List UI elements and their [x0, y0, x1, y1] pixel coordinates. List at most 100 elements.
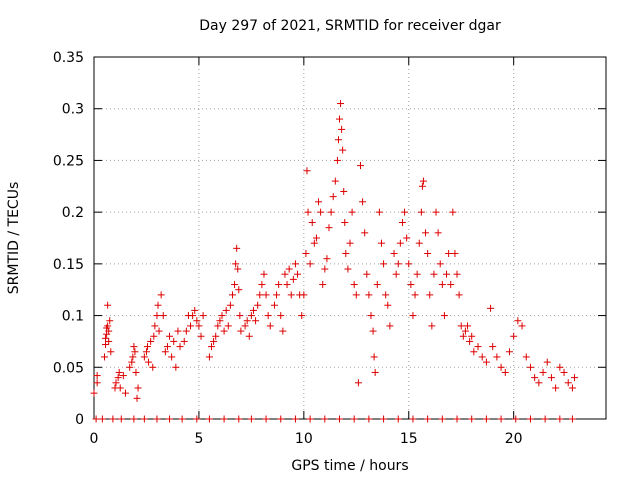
data-point — [568, 384, 576, 392]
x-tick-label: 5 — [194, 431, 203, 447]
data-point — [470, 348, 478, 356]
data-point — [107, 348, 115, 356]
data-point — [129, 353, 137, 361]
data-point — [154, 301, 162, 309]
data-point — [106, 317, 114, 325]
data-point — [140, 353, 148, 361]
data-point — [222, 306, 230, 314]
data-point — [144, 343, 152, 351]
data-point — [510, 332, 518, 340]
data-point — [155, 327, 163, 335]
data-point — [394, 415, 402, 423]
data-point — [134, 384, 142, 392]
data-point — [172, 363, 180, 371]
data-point — [212, 332, 220, 340]
data-point — [552, 384, 560, 392]
data-point — [464, 322, 472, 330]
data-point — [168, 353, 176, 361]
data-point — [216, 317, 224, 325]
data-point — [370, 353, 378, 361]
y-tick-label: 0.05 — [53, 360, 84, 376]
data-point — [445, 250, 453, 258]
data-point — [478, 353, 486, 361]
data-point — [237, 327, 245, 335]
data-point — [232, 260, 240, 268]
data-point — [359, 198, 367, 206]
data-point — [130, 343, 138, 351]
data-point — [363, 270, 371, 278]
data-point — [380, 415, 388, 423]
data-point — [367, 312, 375, 320]
data-point — [283, 281, 291, 289]
data-point — [303, 167, 311, 175]
data-point — [236, 312, 244, 320]
data-point — [459, 332, 467, 340]
data-point — [178, 415, 186, 423]
data-point — [247, 415, 255, 423]
data-point — [392, 270, 400, 278]
data-point — [234, 265, 242, 273]
data-point — [197, 332, 205, 340]
data-point — [522, 353, 530, 361]
data-point — [306, 260, 314, 268]
data-point — [327, 208, 335, 216]
data-point — [112, 379, 120, 387]
data-point — [556, 363, 564, 371]
y-axis-title: SRMTID / TECUs — [6, 182, 22, 295]
data-point — [214, 322, 222, 330]
data-point — [336, 415, 344, 423]
data-point — [289, 275, 297, 283]
y-tick-label: 0 — [75, 412, 84, 428]
data-point — [369, 327, 377, 335]
y-tick-label: 0.25 — [53, 153, 84, 169]
data-point — [432, 208, 440, 216]
chart-title: Day 297 of 2021, SRMTID for receiver dga… — [199, 18, 501, 34]
data-point — [256, 291, 264, 299]
data-point — [489, 343, 497, 351]
data-point — [394, 260, 402, 268]
data-point — [241, 322, 249, 330]
data-point — [386, 322, 394, 330]
data-point — [323, 255, 331, 263]
data-point — [447, 281, 455, 289]
data-point — [535, 379, 543, 387]
data-point — [100, 353, 108, 361]
data-point — [281, 270, 289, 278]
data-point — [193, 317, 201, 325]
data-point — [331, 177, 339, 185]
data-point — [438, 415, 446, 423]
data-point — [356, 162, 364, 170]
data-point — [341, 218, 349, 226]
x-tick-label: 10 — [295, 431, 313, 447]
data-point — [247, 312, 255, 320]
data-point — [249, 306, 257, 314]
data-point — [142, 348, 150, 356]
y-tick-label: 0.3 — [62, 102, 84, 118]
data-point — [90, 389, 98, 397]
data-point — [512, 415, 520, 423]
data-point — [401, 208, 409, 216]
data-point — [159, 312, 167, 320]
data-point — [226, 301, 234, 309]
data-point — [264, 312, 272, 320]
data-point — [413, 270, 421, 278]
data-point — [291, 415, 299, 423]
data-point — [163, 343, 171, 351]
data-point — [119, 372, 127, 380]
data-point — [505, 348, 513, 356]
data-point — [245, 332, 253, 340]
data-point — [195, 322, 203, 330]
y-tick-label: 0.2 — [62, 205, 84, 221]
data-point — [348, 208, 356, 216]
data-point — [315, 198, 323, 206]
data-point — [233, 244, 241, 252]
data-point — [371, 368, 379, 376]
data-point — [114, 374, 122, 382]
data-point — [418, 182, 426, 190]
data-point — [149, 363, 157, 371]
data-point — [109, 415, 117, 423]
data-point — [440, 312, 448, 320]
data-point — [497, 415, 505, 423]
data-point — [166, 332, 174, 340]
